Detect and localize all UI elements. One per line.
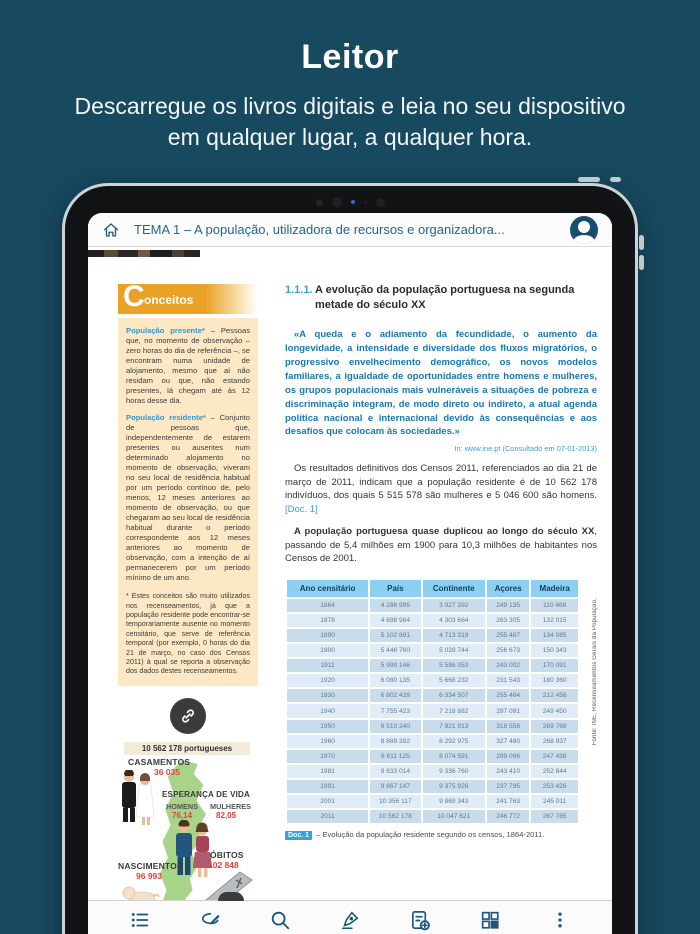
table-row: 1878 4 698 984 4 303 664 263 305 132 015: [287, 613, 578, 627]
camera-dot: [375, 197, 385, 207]
table-row: 1864 4 286 995 3 927 392 249 135 110 468: [287, 598, 578, 612]
tablet-volume-down-button: [639, 255, 644, 270]
home-icon[interactable]: [102, 221, 120, 239]
sensor-dot: [315, 198, 323, 206]
census-table-head-row: Ano censitário País Continente Açores Madeir…: [287, 579, 578, 597]
table-row: 2001 10 356 117 9 869 343 241 763 245 011: [287, 795, 578, 809]
definition-footnote: * Estes conceitos são muito utilizados n…: [126, 592, 250, 676]
chain-link-icon: [182, 709, 194, 723]
user-avatar[interactable]: [570, 215, 598, 244]
sensor-dot: [363, 200, 367, 204]
table-row: 2011 10 562 178 10 047 621 246 772 267 785: [287, 810, 578, 824]
index-list-icon[interactable]: [128, 908, 152, 932]
table-row: 1981 9 833 014 9 336 760 243 410 252 844: [287, 764, 578, 778]
ine-quote: «A queda e o adiamento da fecundidade, o…: [285, 328, 597, 438]
homens-label: HOMENS: [166, 801, 199, 811]
concepts-sidebar: C onceitos População presente* – Pessoas…: [118, 280, 258, 934]
portugal-2011-infographic: 10 562 178 portugueses CASAMENTOS 36 035: [118, 741, 258, 920]
casamentos-label: CASAMENTOS: [128, 756, 191, 767]
wedding-couple-art: [122, 769, 155, 825]
concepts-header: C onceitos: [118, 280, 258, 314]
app-bar: TEMA 1 – A população, utilizadora de rec…: [88, 213, 612, 247]
table-row: 1940 7 755 423 7 218 882 287 091 249 450: [287, 704, 578, 718]
mulheres-label: MULHERES: [210, 801, 251, 811]
column-header: Açores: [486, 579, 530, 597]
section-heading: 1.1.1. A evolução da população portugues…: [285, 284, 575, 312]
page-title: Leitor: [301, 38, 399, 76]
census-table: Ano censitário País Continente Açores Madeir…: [285, 578, 580, 825]
hero: Leitor Descarregue os livros digitais e …: [0, 0, 700, 153]
casamentos-value: 36 035: [154, 766, 180, 777]
census-paragraph: Os resultados definitivos dos Censos 201…: [285, 463, 597, 515]
camera-dot: [331, 197, 342, 207]
tablet-top-button: [610, 177, 621, 182]
tablet-screen: TEMA 1 – A população, utilizadora de rec…: [88, 213, 612, 934]
doc1-reference[interactable]: [Doc. 1]: [285, 503, 318, 515]
concepts-box: População presente* – Pessoas que, no mo…: [118, 318, 258, 686]
reader-toolbar: [88, 892, 612, 934]
book-page: C onceitos População presente* – Pessoas…: [88, 248, 612, 934]
main-content: 1.1.1. A evolução da população portugues…: [285, 248, 598, 900]
mulheres-value: 82,05: [216, 810, 237, 820]
layout-grid-icon[interactable]: [478, 908, 502, 932]
table-row: 1920 6 080 135 5 668 232 231 543 180 360: [287, 674, 578, 688]
table-source-note: Fonte: INE, Recenseamentos Gerais da Pop…: [592, 598, 598, 746]
camera-sensors: [65, 197, 635, 207]
lasso-pen-icon[interactable]: [198, 908, 222, 932]
tablet-mockup: TEMA 1 – A população, utilizadora de rec…: [62, 177, 644, 934]
table-row: 1930 6 802 429 6 334 507 255 464 212 458: [287, 689, 578, 703]
tablet-bezel: TEMA 1 – A população, utilizadora de rec…: [65, 186, 635, 934]
definition-present: População presente* – Pessoas que, no mo…: [126, 326, 250, 406]
link-button[interactable]: [170, 697, 206, 734]
page-subtitle: Descarregue os livros digitais e leia no…: [74, 93, 626, 151]
column-header: Ano censitário: [287, 579, 369, 597]
obitos-label: ÓBITOS: [210, 849, 244, 860]
pull-handle[interactable]: [218, 892, 244, 901]
indicator-led: [350, 200, 355, 204]
note-add-icon[interactable]: [408, 908, 432, 932]
nascimentos-label: NASCIMENTOS: [118, 860, 183, 871]
life-expectancy-couple-art: [176, 819, 212, 877]
column-header: Continente: [422, 579, 485, 597]
table-row: 1900 5 446 760 5 039 744 256 673 150 343: [287, 644, 578, 658]
total-population-band: 10 562 178 portugueses: [124, 741, 250, 755]
doc1-caption: Doc. 1 – Evolução da população residente…: [285, 830, 597, 841]
search-icon[interactable]: [268, 908, 292, 932]
table-row: 1950 8 510 240 7 921 913 318 558 269 769: [287, 719, 578, 733]
table-row: 1970 8 611 125 8 074 591 289 096 247 438: [287, 749, 578, 763]
esperanca-label: ESPERANÇA DE VIDA: [162, 789, 251, 799]
table-row: 1911 5 999 146 5 586 053 243 002 170 091: [287, 659, 578, 673]
table-row: 1991 9 867 147 9 375 926 237 795 253 426: [287, 779, 578, 794]
census-table-body: 1864 4 286 995 3 927 392 249 135 110 468 1878…: [287, 598, 578, 824]
definition-resident: População residente* – Conjunto de pesso…: [126, 413, 250, 583]
quote-source: In: www.ine.pt (Consultado em 07-01-2013…: [454, 444, 597, 454]
nascimentos-value: 96 993: [136, 870, 162, 881]
page-banner-photo: [88, 250, 200, 257]
column-header: Madeira: [531, 579, 578, 597]
obitos-value: 102 848: [208, 859, 239, 870]
chapter-title: TEMA 1 – A população, utilizadora de rec…: [134, 222, 505, 237]
doc1-badge: Doc. 1: [285, 831, 313, 841]
column-header: País: [370, 579, 421, 597]
more-dots-icon[interactable]: [548, 908, 572, 932]
homens-value: 76,14: [172, 810, 193, 820]
pen-icon[interactable]: [338, 908, 362, 932]
tablet-volume-up-button: [639, 235, 644, 250]
tablet-power-button: [578, 177, 600, 182]
growth-paragraph: A população portuguesa quase duplicou ao…: [285, 526, 597, 565]
table-row: 1960 8 889 392 8 292 975 327 480 268 937: [287, 734, 578, 748]
table-row: 1890 5 102 891 4 713 319 255 487 134 085: [287, 628, 578, 643]
